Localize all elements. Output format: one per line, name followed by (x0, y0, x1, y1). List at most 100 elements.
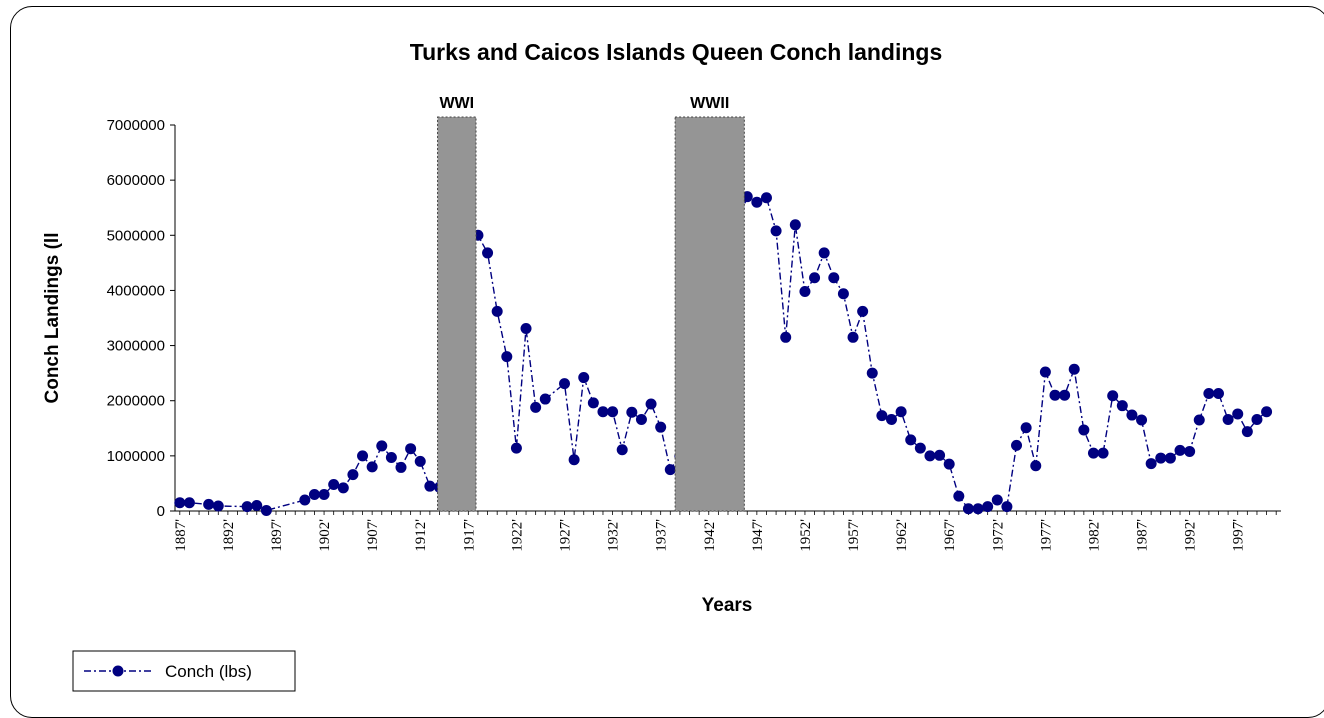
data-point (539, 393, 551, 405)
data-point (260, 504, 272, 516)
data-point (1212, 388, 1224, 400)
data-point (414, 455, 426, 467)
data-point (741, 191, 753, 203)
x-tick-label: 1992' (1183, 519, 1199, 552)
y-tick-label: 4000000 (107, 282, 165, 299)
data-point (366, 461, 378, 473)
shaded-period-wwi (437, 116, 477, 512)
y-tick-label: 7000000 (107, 117, 165, 134)
x-axis-label: Years (702, 595, 753, 616)
data-point (953, 490, 965, 502)
data-point (405, 443, 417, 455)
x-tick-label: 1952' (798, 519, 814, 552)
data-point (337, 482, 349, 494)
x-tick-label: 1897' (269, 519, 285, 552)
data-point (770, 225, 782, 237)
x-tick-label: 1962' (894, 519, 910, 552)
data-point (1116, 400, 1128, 412)
data-point (568, 454, 580, 466)
data-point (991, 494, 1003, 506)
data-point (982, 501, 994, 513)
data-point (299, 494, 311, 506)
data-point (857, 305, 869, 317)
data-point (1136, 414, 1148, 426)
data-point (385, 452, 397, 464)
x-tick-label: 1902' (317, 519, 333, 552)
data-point (1155, 452, 1167, 464)
data-point (318, 488, 330, 500)
data-point (616, 444, 628, 456)
y-tick-label: 3000000 (107, 338, 165, 355)
legend: Conch (lbs) (72, 650, 296, 692)
chart-title: Turks and Caicos Islands Queen Conch lan… (410, 39, 943, 65)
x-tick-label: 1907' (365, 519, 381, 552)
data-point (424, 480, 436, 492)
y-axis-label: Conch Landings (ll (42, 233, 63, 404)
x-axis-ticks: 1887' 1892' 1897' 1902' 1907' 1912' 1917' 1922'… (173, 511, 1277, 552)
y-tick-label: 2000000 (107, 393, 165, 410)
data-point (212, 500, 224, 512)
data-point (607, 406, 619, 418)
y-tick-label: 6000000 (107, 172, 165, 189)
shaded-period-label: WWI (439, 95, 474, 112)
data-point (818, 247, 830, 259)
x-tick-label: 1932' (606, 519, 622, 552)
data-point (357, 450, 369, 462)
data-point (1030, 460, 1042, 472)
data-point (943, 458, 955, 470)
data-point (578, 372, 590, 384)
data-point (1251, 413, 1263, 425)
data-point (876, 410, 888, 422)
data-point (376, 440, 388, 452)
x-tick-label: 1922' (509, 519, 525, 552)
data-point (1145, 458, 1157, 470)
x-tick-label: 1972' (990, 519, 1006, 552)
data-point (837, 288, 849, 300)
series-points-conch (174, 191, 1273, 516)
data-point (828, 272, 840, 284)
data-point (799, 286, 811, 298)
data-point (847, 331, 859, 343)
x-tick-label: 1997' (1231, 519, 1247, 552)
data-point (1020, 422, 1032, 434)
shaded-periods: WWI WWII (437, 95, 745, 512)
x-tick-label: 1917' (461, 519, 477, 552)
data-point (809, 272, 821, 284)
data-point (1126, 409, 1138, 421)
x-tick-label: 1977' (1038, 519, 1054, 552)
data-point (482, 247, 494, 259)
data-point (530, 401, 542, 413)
y-tick-label: 1000000 (107, 448, 165, 465)
data-point (905, 434, 917, 446)
data-point (1203, 388, 1215, 400)
data-point (645, 398, 657, 410)
x-tick-label: 1927' (558, 519, 574, 552)
data-point (789, 219, 801, 231)
data-point (501, 351, 513, 363)
data-point (934, 449, 946, 461)
x-tick-label: 1892' (221, 519, 237, 552)
data-point (520, 322, 532, 334)
data-point (491, 305, 503, 317)
data-point (308, 488, 320, 500)
data-point (183, 497, 195, 509)
data-point (241, 501, 253, 513)
y-axis-ticks: 0 1000000 2000000 3000000 4000000 5000000 6000… (107, 117, 175, 520)
y-tick-label: 0 (157, 503, 165, 520)
data-point (1261, 406, 1273, 418)
data-point (203, 498, 215, 510)
data-point (962, 503, 974, 515)
data-point (760, 192, 772, 204)
data-point (914, 442, 926, 454)
data-point (1193, 414, 1205, 426)
data-point (1241, 426, 1253, 438)
data-point (885, 413, 897, 425)
data-point (587, 397, 599, 409)
data-point (597, 406, 609, 418)
data-point (1097, 447, 1109, 459)
data-point (1059, 389, 1071, 401)
data-point (655, 421, 667, 433)
data-point (1174, 444, 1186, 456)
data-point (751, 196, 763, 208)
